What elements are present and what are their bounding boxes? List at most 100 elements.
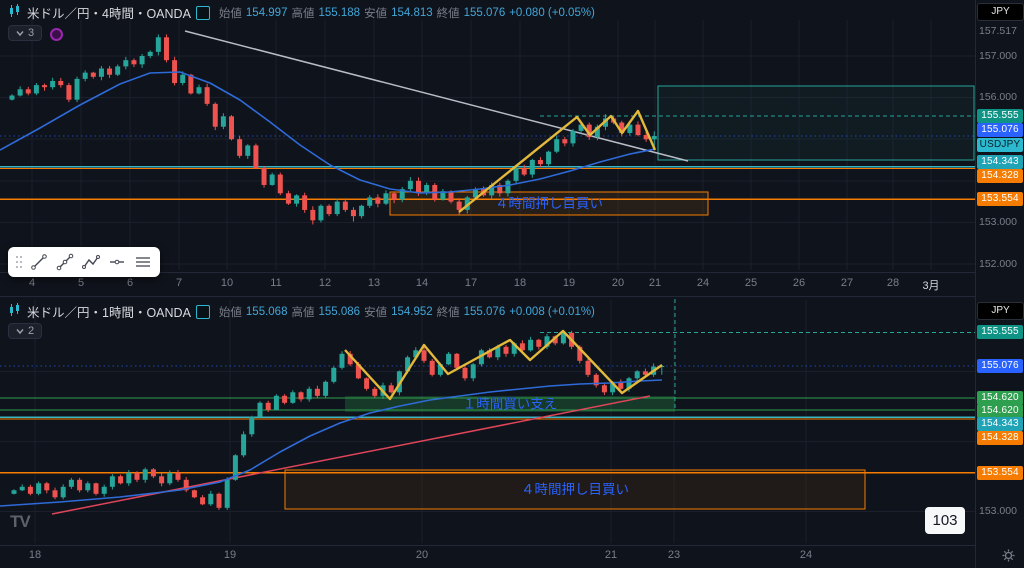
level-lines[interactable]: [0, 115, 975, 200]
drawing-toolbar: [8, 247, 160, 277]
panel-header-1h: 米ドル／円・1時間・OANDA 始値 155.068 高値 155.086 安値 15…: [8, 302, 595, 321]
indicator-icon[interactable]: [50, 28, 63, 41]
time-axis-label: 27: [840, 277, 854, 289]
currency-button-4h[interactable]: JPY: [977, 3, 1024, 21]
time-axis-label: 12: [318, 277, 332, 289]
trendline-icon[interactable]: [26, 249, 51, 275]
time-axis-label: 10: [220, 277, 234, 289]
panel-h4: ４時間押し目買い: [0, 20, 975, 270]
time-axis-label: 11: [270, 277, 282, 289]
price-badge: 154.343: [977, 155, 1023, 169]
time-axis-label: 14: [415, 277, 429, 289]
time-axis-label: 13: [367, 277, 381, 289]
divider: [0, 545, 975, 546]
zone-boxes[interactable]: [389, 85, 975, 216]
currency-button-1h[interactable]: JPY: [977, 302, 1024, 320]
time-axis-label: 4: [28, 277, 36, 289]
parallel-channel-icon[interactable]: [130, 249, 155, 275]
price-axis-label: 153.000: [979, 505, 1017, 517]
price-badge: 154.620: [977, 404, 1023, 418]
price-badge: 155.076: [977, 359, 1023, 373]
ray-icon[interactable]: [52, 249, 77, 275]
price-badge: USDJPY: [977, 138, 1023, 152]
close-value: 155.076: [463, 6, 506, 19]
panel-divider[interactable]: [0, 296, 975, 297]
open-value: 154.997: [245, 6, 288, 19]
drag-handle-icon[interactable]: [13, 249, 25, 275]
polyline-icon[interactable]: [78, 249, 103, 275]
panel-header-4h: 米ドル／円・4時間・OANDA 始値 154.997 高値 155.188 安値 15…: [8, 3, 595, 22]
indicator-legend-1h[interactable]: 2: [8, 323, 43, 339]
candlestick-series[interactable]: [9, 34, 657, 225]
tradingview-logo[interactable]: TV: [10, 512, 31, 531]
high-label: 高値: [291, 7, 315, 20]
symbol-title[interactable]: 米ドル／円・1時間・OANDA: [27, 306, 191, 320]
panel-h1: １時間買い支え ４時間押し目買い: [0, 299, 975, 543]
zone-annotation: ４時間押し目買い: [495, 196, 603, 211]
candlestick-icon: [8, 4, 22, 21]
level-lines[interactable]: [0, 299, 975, 474]
open-value: 155.068: [245, 305, 288, 318]
time-axis-label: 24: [799, 549, 813, 561]
indicator-count: 3: [28, 27, 35, 39]
price-badge: 155.555: [977, 109, 1023, 123]
time-axis-label: 3月: [922, 280, 940, 292]
divider: [0, 272, 975, 273]
time-axis-4h[interactable]: 4 5 6 7 10 11 12 13 14 17 18 19 20 21 24 25 26 27 28 3月: [0, 277, 975, 293]
time-axis-label: 23: [667, 549, 681, 561]
candlestick-series[interactable]: [11, 330, 665, 510]
gear-icon[interactable]: [1002, 549, 1015, 567]
price-badge: 155.076: [977, 123, 1023, 137]
time-axis-label: 20: [415, 549, 429, 561]
zone-annotation: １時間買い支え: [463, 397, 558, 412]
trendline[interactable]: [184, 30, 689, 162]
open-label: 始値: [218, 7, 242, 20]
time-axis-label: 19: [223, 549, 237, 561]
chart-canvas[interactable]: ４時間押し目買い １時間買い支え ４時間押し目買い: [0, 0, 975, 568]
ohlc-stats: 始値 154.997 高値 155.188 安値 154.813 終値 155.076 …: [219, 5, 595, 21]
time-axis-label: 24: [696, 277, 710, 289]
time-axis-label: 5: [77, 277, 85, 289]
price-axis-label: 153.000: [979, 216, 1017, 228]
time-axis-label: 21: [604, 549, 618, 561]
chevron-down-icon: [16, 31, 24, 37]
price-axis-label: 152.000: [979, 258, 1017, 270]
time-axis-label: 28: [886, 277, 900, 289]
trendline[interactable]: [51, 395, 651, 515]
price-axis-divider[interactable]: [975, 0, 976, 568]
low-label: 安値: [364, 7, 388, 20]
open-label: 始値: [218, 306, 242, 319]
time-axis-label: 20: [611, 277, 625, 289]
indicator-count: 2: [28, 325, 35, 337]
time-axis-label: 17: [464, 277, 478, 289]
price-axis-label: 156.000: [979, 91, 1017, 103]
time-axis-1h[interactable]: 18 19 20 21 23 24: [0, 549, 975, 565]
moving-average-line: [0, 379, 663, 507]
zigzag-line[interactable]: [458, 109, 657, 213]
time-axis-label: 7: [175, 277, 183, 289]
price-badge: 153.554: [977, 192, 1023, 206]
time-axis-label: 25: [744, 277, 758, 289]
price-axis-label: 157.517: [979, 25, 1017, 37]
indicator-legend-4h[interactable]: 3: [8, 25, 43, 41]
price-badge: 154.343: [977, 417, 1023, 431]
price-axis-column[interactable]: 157.517 157.000 156.000 153.000 152.000 155.5…: [976, 0, 1024, 568]
price-axis-label: 157.000: [979, 50, 1017, 62]
chevron-down-icon: [16, 329, 24, 335]
price-badge: 154.328: [977, 169, 1023, 183]
zigzag-line[interactable]: [344, 329, 663, 401]
price-badge: 155.555: [977, 325, 1023, 339]
grid-layer: [0, 20, 975, 270]
price-badge: 154.328: [977, 431, 1023, 445]
high-value: 155.188: [318, 6, 361, 19]
horizontal-line-icon[interactable]: [104, 249, 129, 275]
time-axis-label: 18: [513, 277, 527, 289]
symbol-title[interactable]: 米ドル／円・4時間・OANDA: [27, 7, 191, 21]
drawing-label-103[interactable]: 103: [925, 507, 965, 534]
symbol-logo-icon: [195, 5, 210, 20]
low-value: 154.952: [391, 305, 433, 318]
price-badge: 154.620: [977, 391, 1023, 405]
close-value: 155.076: [463, 305, 506, 318]
price-badge: 153.554: [977, 466, 1023, 480]
